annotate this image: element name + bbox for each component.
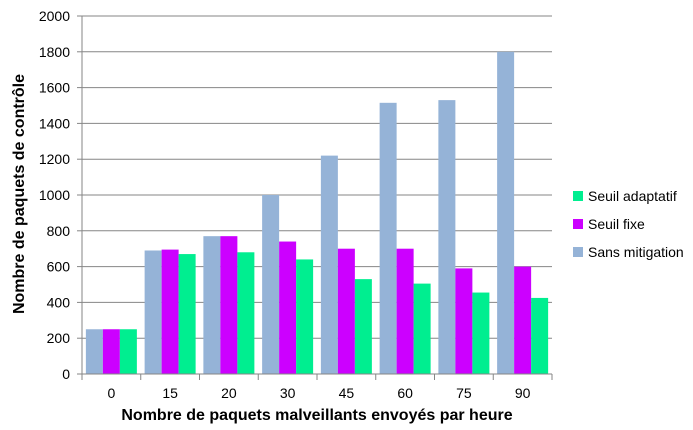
legend-swatch xyxy=(573,191,583,201)
x-tick-label: 90 xyxy=(515,385,531,401)
y-tick-label: 1600 xyxy=(39,80,70,96)
axes xyxy=(81,16,552,375)
y-tick-label: 400 xyxy=(47,294,71,310)
bar-sans-mitigation-90 xyxy=(497,51,515,375)
bar-seuil-fixe-45 xyxy=(337,248,355,374)
legend-swatch xyxy=(573,247,583,257)
bar-sans-mitigation-60 xyxy=(379,102,397,374)
bar-sans-mitigation-45 xyxy=(320,155,338,374)
y-tick-label: 800 xyxy=(47,223,71,239)
y-tick-label: 2000 xyxy=(39,8,70,24)
y-tick-label: 1800 xyxy=(39,44,70,60)
bar-seuil-fixe-0 xyxy=(102,329,120,374)
bar-seuil-adaptatif-45 xyxy=(354,279,372,374)
bars xyxy=(85,51,549,375)
bar-seuil-adaptatif-20 xyxy=(237,252,255,374)
bar-sans-mitigation-15 xyxy=(144,250,162,374)
legend: Seuil adaptatif Seuil fixe Sans mitigation xyxy=(573,188,684,260)
x-tick-label: 45 xyxy=(339,385,355,401)
legend-label: Seuil fixe xyxy=(588,216,645,232)
y-axis-title: Nombre de paquets de contrôle xyxy=(11,74,28,314)
y-tick-label: 200 xyxy=(47,330,71,346)
x-tick-label: 20 xyxy=(221,385,237,401)
bar-seuil-fixe-30 xyxy=(279,241,297,374)
x-tick-label: 30 xyxy=(280,385,296,401)
bar-seuil-adaptatif-0 xyxy=(119,329,137,374)
bar-seuil-adaptatif-15 xyxy=(178,254,196,374)
y-tick-label: 1400 xyxy=(39,115,70,131)
x-tick-label: 0 xyxy=(107,385,115,401)
y-tick-label: 0 xyxy=(62,366,70,382)
bar-sans-mitigation-75 xyxy=(438,100,456,374)
bar-seuil-adaptatif-75 xyxy=(472,292,490,374)
legend-label: Seuil adaptatif xyxy=(588,188,677,204)
bar-sans-mitigation-20 xyxy=(203,236,221,374)
bar-seuil-adaptatif-60 xyxy=(413,283,431,374)
y-axis-ticks: 0 200 400 600 800 1000 1200 1400 1600 1800 2000 xyxy=(39,8,82,382)
legend-swatch xyxy=(573,219,583,229)
legend-label: Sans mitigation xyxy=(588,244,684,260)
bar-seuil-fixe-15 xyxy=(161,249,179,374)
bar-sans-mitigation-0 xyxy=(85,329,103,374)
bar-seuil-fixe-60 xyxy=(396,248,414,374)
x-tick-label: 75 xyxy=(456,385,472,401)
bar-seuil-adaptatif-90 xyxy=(531,297,549,374)
bar-seuil-fixe-90 xyxy=(514,266,532,374)
y-tick-label: 600 xyxy=(47,259,71,275)
bar-seuil-fixe-75 xyxy=(455,268,473,374)
y-tick-label: 1200 xyxy=(39,151,70,167)
x-tick-label: 60 xyxy=(397,385,413,401)
y-tick-label: 1000 xyxy=(39,187,70,203)
bar-seuil-adaptatif-30 xyxy=(296,259,314,374)
bar-sans-mitigation-30 xyxy=(262,195,280,374)
x-axis-ticks: 0 15 20 30 45 60 75 90 xyxy=(81,374,553,401)
x-axis-title: Nombre de paquets malveillants envoyés p… xyxy=(121,407,512,424)
x-tick-label: 15 xyxy=(162,385,178,401)
bar-seuil-fixe-20 xyxy=(220,236,238,374)
